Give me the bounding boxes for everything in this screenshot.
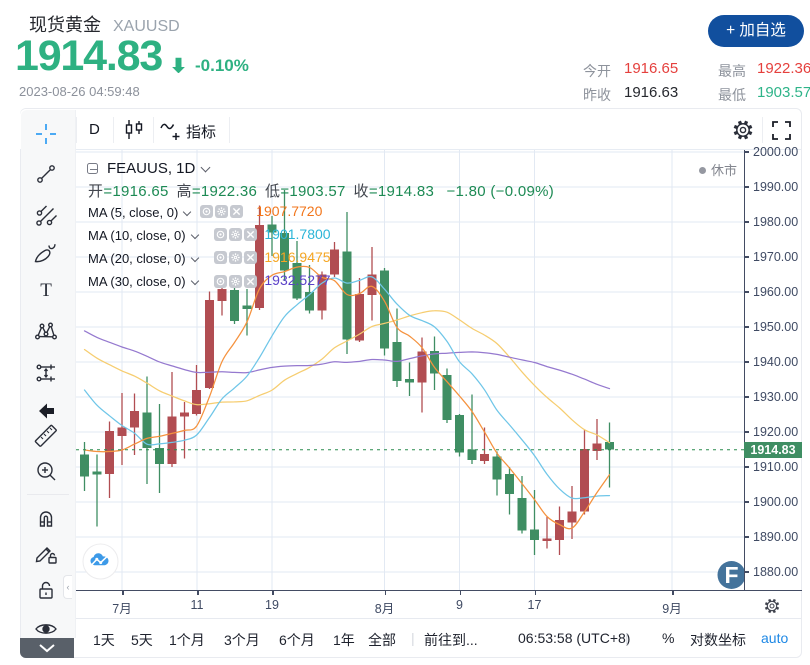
svg-text:F: F: [724, 562, 738, 588]
svg-text:T: T: [40, 280, 52, 301]
